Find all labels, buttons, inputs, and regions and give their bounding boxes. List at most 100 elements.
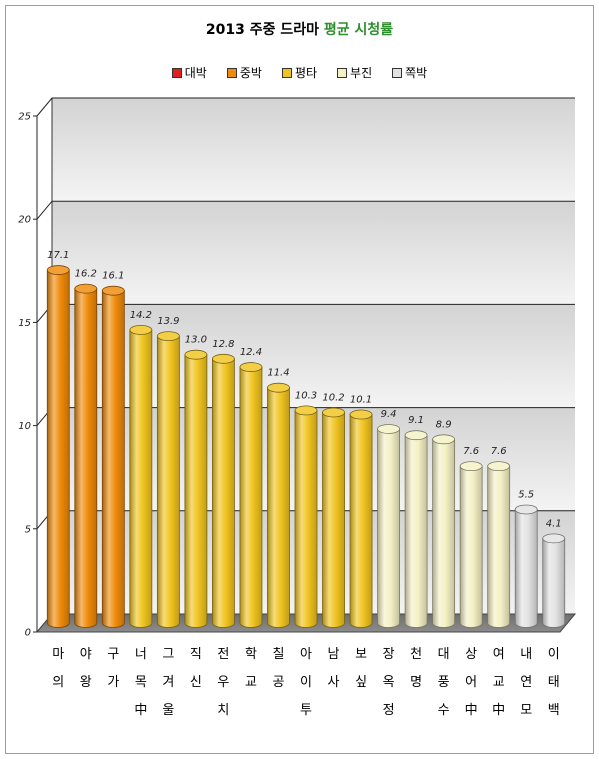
value-label: 13.9 [157, 316, 179, 327]
category-label: 직신 [189, 647, 202, 690]
legend-item-bujin: 부진 [337, 66, 372, 80]
chart-frame [5, 5, 594, 754]
bar: 13.0 [184, 335, 208, 628]
bar: 10.1 [349, 395, 373, 628]
legend-label: 중박 [239, 66, 262, 80]
bar-top [101, 285, 125, 296]
bar-body [349, 414, 373, 628]
bars: 17.1 16.2 16.1 14.2 13.9 13.0 12.8 12.4 11.4 10.3… [46, 250, 566, 628]
bar-body [377, 428, 400, 628]
value-label: 9.1 [408, 415, 424, 426]
bar: 9.4 [377, 409, 400, 628]
bar-body [239, 366, 263, 628]
value-label: 13.0 [185, 335, 207, 346]
category-label: 천명 [410, 647, 423, 690]
category-label: 구가 [107, 647, 120, 690]
category-label: 너목中 [134, 647, 148, 718]
bar-top [156, 331, 180, 342]
bar-top [239, 362, 263, 372]
bar: 10.2 [322, 392, 345, 628]
bar-body [129, 329, 153, 628]
value-label: 10.3 [295, 390, 317, 401]
category-label: 보싶 [355, 647, 368, 690]
bar: 17.1 [46, 250, 70, 628]
legend-swatch [337, 68, 348, 78]
category-label: 학교 [244, 647, 257, 690]
value-label: 8.9 [436, 419, 452, 430]
value-label: 16.1 [102, 271, 124, 282]
bar-top [46, 265, 70, 275]
legend-item-pyeongta: 평타 [281, 66, 317, 80]
y-tick-label: 0 [25, 628, 31, 639]
legend-swatch [281, 68, 292, 78]
bar: 11.4 [267, 368, 290, 628]
category-label: 그겨울 [162, 647, 175, 718]
bar: 8.9 [432, 419, 456, 628]
bar-body [267, 387, 290, 628]
value-label: 17.1 [47, 250, 69, 261]
y-tick-label: 15 [18, 318, 31, 329]
value-label: 11.4 [267, 368, 289, 379]
legend-item-jungbak: 중박 [226, 66, 262, 80]
value-label: 7.6 [463, 446, 479, 457]
bar: 12.4 [239, 347, 263, 628]
bar-top [74, 283, 98, 294]
legend-item-daebak: 대박 [171, 66, 207, 80]
bar: 7.6 [487, 446, 511, 628]
category-label: 아이투 [300, 647, 312, 718]
bar: 7.6 [459, 446, 483, 628]
legend-swatch [392, 68, 403, 78]
bar-top [267, 382, 290, 393]
category-label: 남사 [327, 647, 340, 690]
bar-top [322, 407, 345, 418]
legend-item-jjokbak: 쪽박 [392, 66, 427, 80]
bar-top [432, 434, 456, 445]
bar-top [212, 353, 235, 364]
bar-top [294, 405, 318, 416]
legend: 대박 중박 평타 부진 쪽박 [0, 66, 599, 80]
bar: 16.2 [74, 269, 98, 628]
bar-top [129, 325, 153, 335]
bar-top [377, 424, 400, 434]
value-label: 10.2 [322, 392, 344, 403]
y-tick-label: 20 [18, 215, 31, 226]
legend-label: 대박 [184, 66, 207, 80]
category-label: 전우치 [217, 647, 230, 718]
bar: 16.1 [101, 271, 125, 628]
category-label: 장옥정 [382, 647, 395, 718]
value-label: 16.2 [75, 269, 97, 280]
gridline [36, 200, 575, 220]
category-label: 칠공 [272, 647, 285, 690]
category-label: 대풍수 [437, 647, 450, 718]
bar: 5.5 [514, 489, 538, 628]
y-tick-label: 5 [25, 524, 31, 535]
category-label: 마의 [52, 647, 65, 690]
bar: 10.3 [294, 390, 318, 628]
bar: 9.1 [404, 415, 428, 628]
bar: 14.2 [129, 310, 153, 628]
bar-top [459, 461, 483, 472]
bar-top [542, 533, 566, 544]
chart-title-highlight: 평균 시청률 [323, 22, 394, 38]
bar-body [542, 537, 566, 628]
value-label: 4.1 [546, 518, 562, 529]
bar-body [404, 434, 428, 628]
y-tick-label: 25 [18, 112, 31, 123]
legend-swatch [171, 68, 182, 78]
wall-band [52, 98, 575, 202]
bar-body [432, 438, 456, 628]
bar-body [212, 358, 235, 628]
chart-title: 2013 주중 드라마 평균 시청률 [0, 21, 599, 39]
legend-label: 쪽박 [405, 66, 428, 80]
bar-body [487, 465, 511, 628]
legend-swatch [226, 68, 237, 78]
value-label: 9.4 [381, 409, 397, 420]
bar-body [514, 509, 538, 628]
value-label: 7.6 [491, 446, 507, 457]
category-label: 이태백 [547, 647, 560, 718]
category-label: 상어中 [464, 647, 478, 718]
value-label: 5.5 [518, 489, 534, 500]
chart-title-main: 2013 주중 드라마 [205, 22, 319, 38]
